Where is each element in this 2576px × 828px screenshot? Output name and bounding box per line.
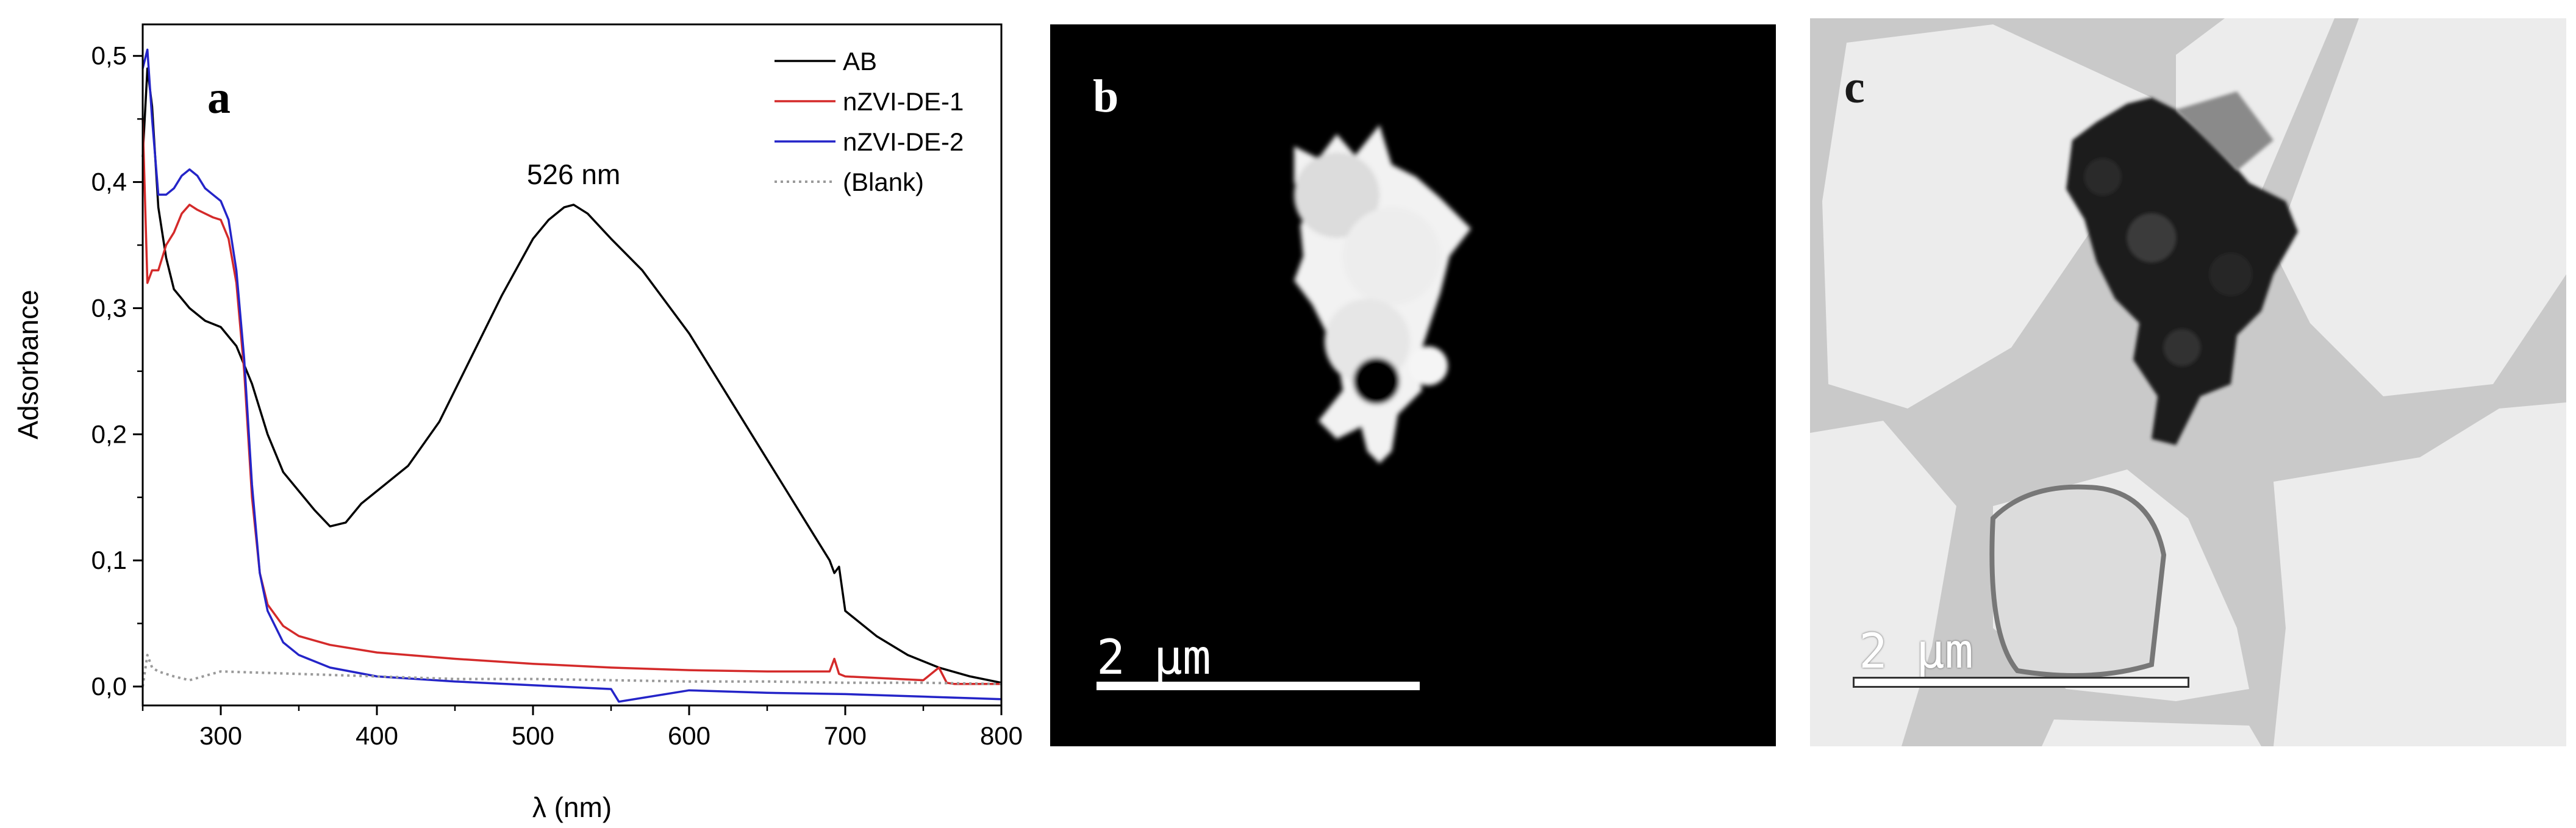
legend-label: (Blank) <box>843 168 924 196</box>
legend-label: nZVI-DE-2 <box>843 127 964 156</box>
ticks-layer: 300 400 500 600 700 800 0,0 0,1 0,2 0,3 0,4 0,5 <box>91 41 1023 750</box>
x-tick-label: 700 <box>824 721 867 750</box>
scale-bar-label-b: 2 μm <box>1097 630 1211 685</box>
y-tick-label: 0,2 <box>91 419 127 448</box>
sem-image-panel: b 2 μm <box>1050 24 1776 746</box>
series-line-nzvi-de-1 <box>141 119 1001 685</box>
plot-frame <box>141 23 1003 707</box>
legend: AB nZVI-DE-1 nZVI-DE-2 (Blank) <box>775 47 964 196</box>
x-tick-label: 800 <box>980 721 1023 750</box>
legend-label: AB <box>843 47 877 76</box>
y-axis-label: Adsorbance <box>12 290 44 440</box>
x-tick-label: 300 <box>199 721 242 750</box>
panel-label-b: b <box>1093 71 1119 122</box>
y-tick-label: 0,0 <box>91 672 127 701</box>
y-tick-label: 0,4 <box>91 168 127 196</box>
y-tick-label: 0,1 <box>91 546 127 574</box>
peak-annotation: 526 nm <box>527 159 620 190</box>
x-tick-label: 600 <box>668 721 710 750</box>
absorbance-chart: 300 400 500 600 700 800 0,0 0,1 0,2 0,3 0,4 0,5 a λ… <box>12 23 1023 823</box>
legend-label: nZVI-DE-1 <box>843 87 964 116</box>
sem-particle-image <box>1294 125 1471 463</box>
x-tick-label: 400 <box>356 721 398 750</box>
series-line-nzvi-de-2 <box>141 48 1002 703</box>
scale-bar-b <box>1097 682 1420 690</box>
scale-bar-c <box>1853 677 2189 688</box>
y-tick-label: 0,3 <box>91 293 127 322</box>
panel-label-a: a <box>207 72 231 123</box>
series-line-blank <box>141 654 1002 687</box>
x-axis-label: λ (nm) <box>532 791 612 823</box>
series-line-ab <box>141 67 1002 684</box>
scale-bar-label-c: 2 μm <box>1859 624 1973 679</box>
y-tick-label: 0,5 <box>91 41 127 70</box>
tem-particle-image <box>1810 18 2566 746</box>
panel-label-c: c <box>1844 62 1865 113</box>
x-tick-label: 500 <box>512 721 554 750</box>
tem-image-panel: c 2 μm <box>1810 18 2566 746</box>
series-layer <box>141 48 1002 703</box>
